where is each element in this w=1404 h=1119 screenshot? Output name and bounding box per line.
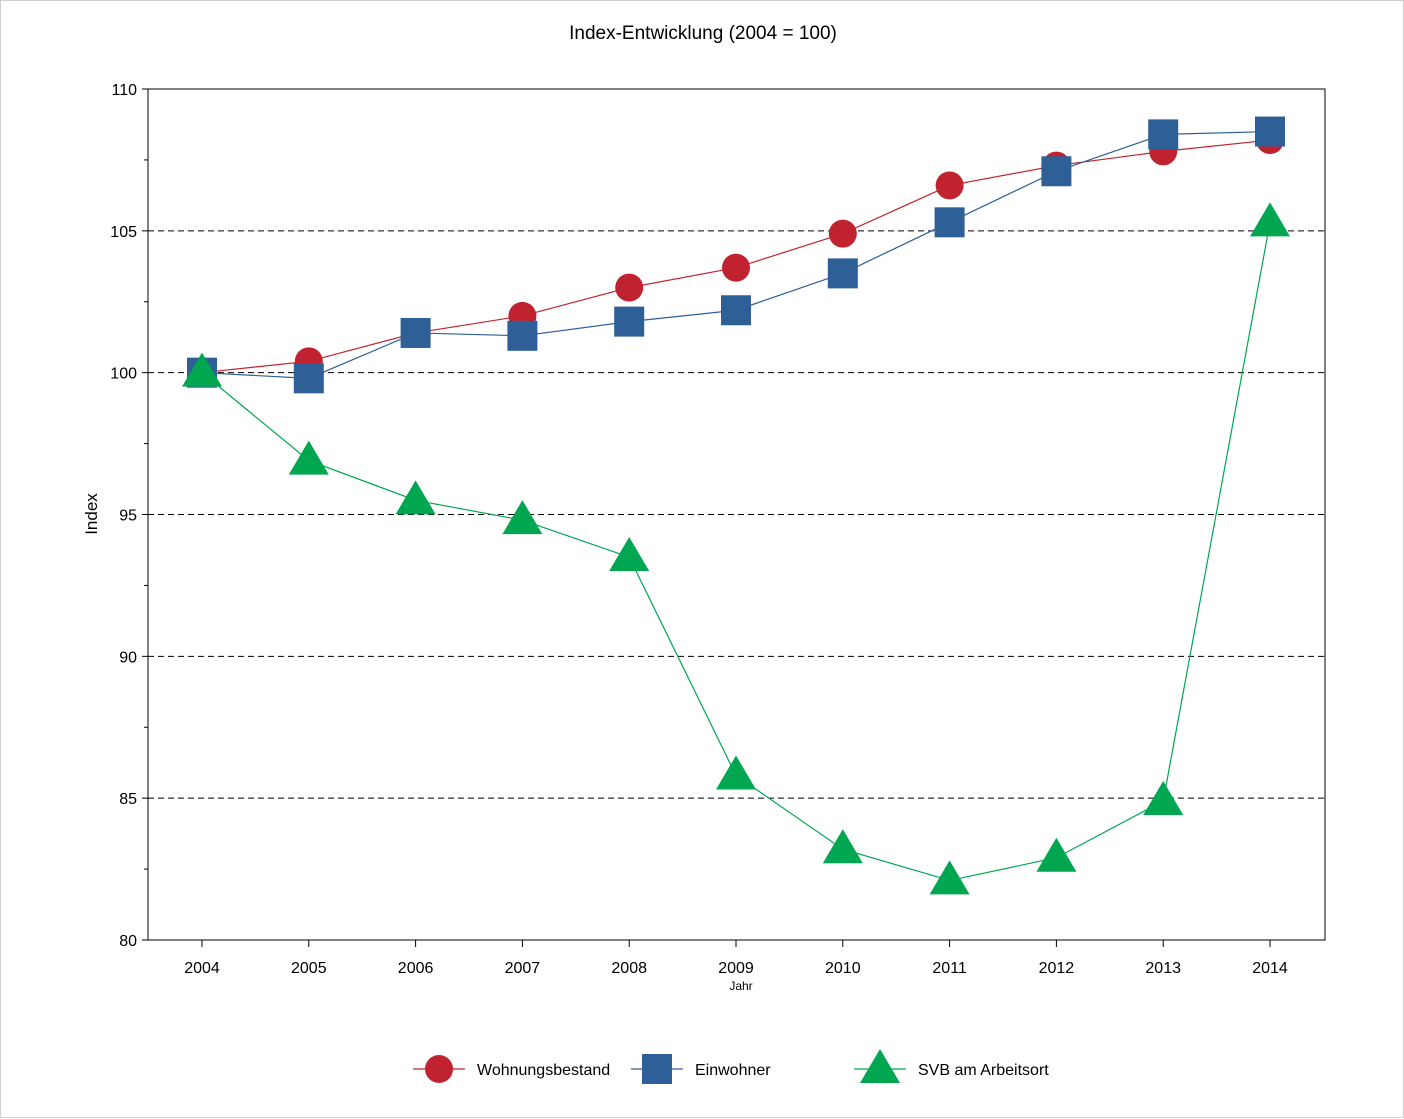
x-tick-label: 2009 — [718, 960, 754, 977]
data-point — [935, 171, 964, 200]
data-point — [822, 829, 863, 864]
data-point — [1143, 781, 1184, 816]
y-axis-label: Index — [82, 493, 101, 535]
series-square — [187, 116, 1285, 394]
data-point — [1148, 119, 1179, 150]
legend-label: Einwohner — [695, 1062, 771, 1079]
data-point — [507, 320, 538, 351]
data-point — [614, 306, 645, 337]
legend-item: Einwohner — [631, 1054, 771, 1084]
x-tick-label: 2012 — [1039, 960, 1075, 977]
x-axis: 2004 2005 2006 2007 2008 2009 2010 2011 2012 2013… — [184, 940, 1288, 977]
y-axis: 80 85 90 95 100 105 110 — [110, 82, 148, 950]
legend-label: Wohnungsbestand — [477, 1062, 610, 1079]
legend: Wohnungsbestand Einwohner SVB am Arbeitsor… — [413, 1049, 1049, 1084]
data-point — [828, 219, 857, 248]
data-point — [1255, 116, 1285, 147]
x-tick-label: 2004 — [184, 960, 220, 977]
legend-marker — [642, 1054, 672, 1084]
legend-marker — [860, 1049, 900, 1083]
y-tick-label: 105 — [110, 224, 137, 241]
y-tick-label: 100 — [110, 366, 137, 383]
y-tick-label: 85 — [119, 791, 137, 808]
chart-title: Index-Entwicklung (2004 = 100) — [569, 23, 837, 44]
x-tick-label: 2011 — [932, 960, 967, 977]
y-tick-label: 110 — [111, 82, 137, 99]
x-tick-label: 2010 — [825, 960, 861, 977]
data-point — [400, 317, 431, 348]
data-point — [1036, 837, 1077, 872]
y-tick-label: 90 — [119, 649, 137, 666]
y-tick-label: 95 — [119, 508, 137, 525]
x-tick-label: 2014 — [1252, 960, 1288, 977]
data-point — [293, 363, 324, 394]
data-point — [716, 755, 756, 790]
data-point — [502, 500, 543, 535]
x-tick-label: 2006 — [398, 960, 434, 977]
series-circle — [188, 126, 1284, 387]
data-point — [827, 258, 858, 289]
legend-item: SVB am Arbeitsort — [854, 1049, 1049, 1083]
x-tick-label: 2013 — [1145, 960, 1181, 977]
x-tick-label: 2007 — [505, 960, 541, 977]
data-point — [288, 440, 329, 475]
data-point — [721, 295, 751, 326]
x-axis-label: Jahr — [729, 979, 752, 993]
x-tick-label: 2005 — [291, 960, 327, 977]
legend-item: Wohnungsbestand — [413, 1055, 610, 1083]
legend-label: SVB am Arbeitsort — [918, 1062, 1049, 1079]
data-point — [609, 537, 650, 572]
series-triangle — [182, 202, 1290, 895]
y-tick-label: 80 — [119, 933, 137, 950]
grid-lines — [148, 230, 1325, 799]
data-point — [934, 207, 965, 238]
data-point — [182, 352, 222, 387]
data-point — [929, 860, 970, 895]
x-tick-label: 2008 — [611, 960, 647, 977]
data-point — [1041, 156, 1072, 187]
data-point — [722, 253, 750, 282]
data-point — [615, 273, 644, 302]
data-point — [395, 480, 436, 515]
series-layer — [182, 116, 1290, 895]
data-point — [1250, 202, 1290, 237]
legend-marker — [425, 1055, 453, 1083]
